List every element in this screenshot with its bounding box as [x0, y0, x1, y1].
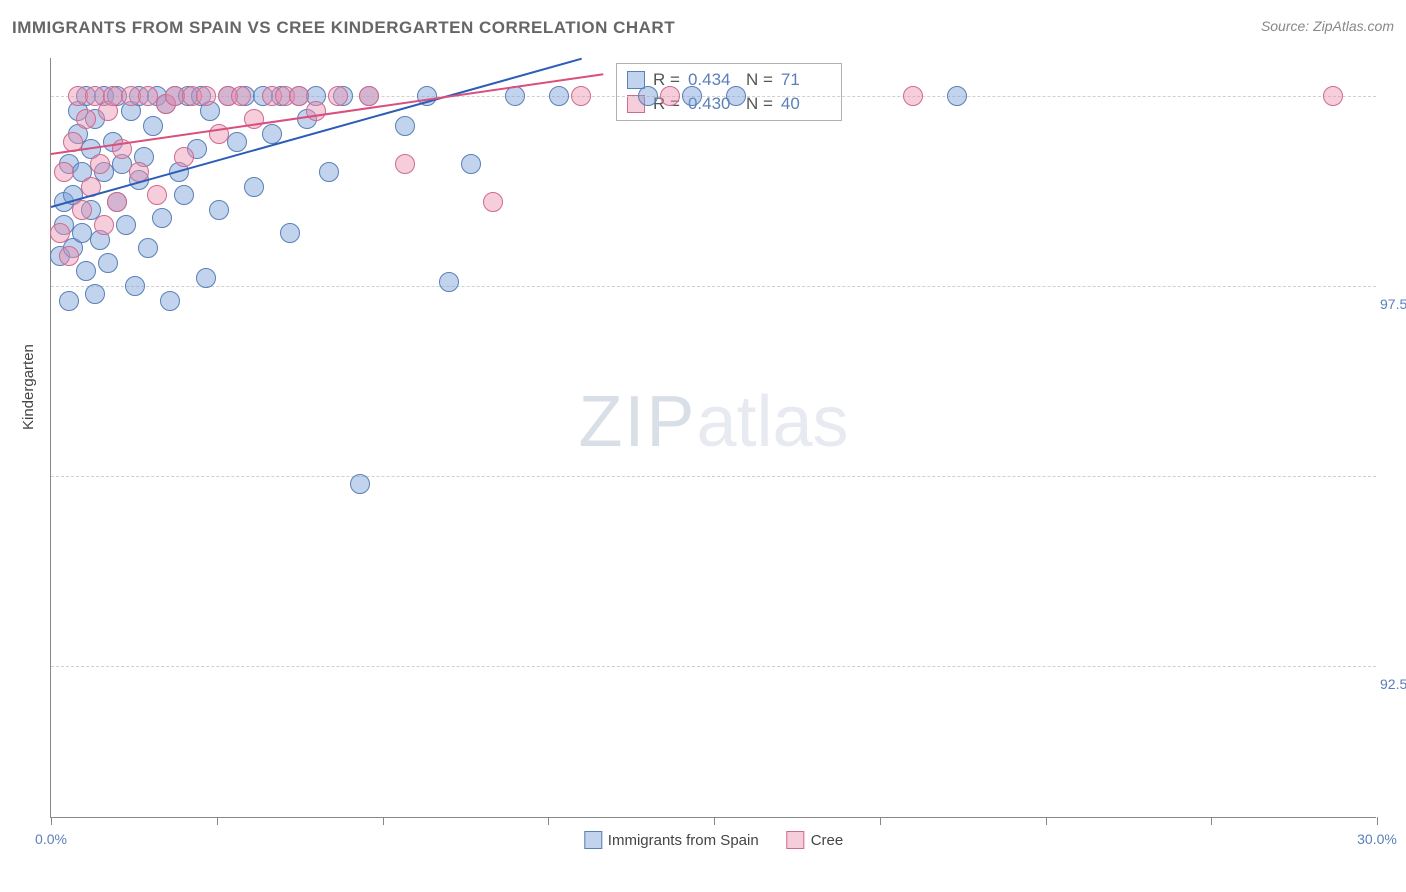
scatter-point-series1 — [196, 268, 216, 288]
scatter-point-series1 — [549, 86, 569, 106]
watermark-zip: ZIP — [578, 382, 696, 462]
trendline-series1 — [51, 58, 582, 208]
scatter-point-series1 — [439, 272, 459, 292]
scatter-point-series2 — [50, 223, 70, 243]
x-tick — [1211, 817, 1212, 825]
scatter-point-series2 — [903, 86, 923, 106]
scatter-point-series1 — [143, 116, 163, 136]
scatter-point-series2 — [59, 246, 79, 266]
legend-bottom: Immigrants from Spain Cree — [584, 831, 843, 849]
x-tick — [383, 817, 384, 825]
legend-swatch-icon — [787, 831, 805, 849]
scatter-point-series1 — [947, 86, 967, 106]
scatter-point-series1 — [160, 291, 180, 311]
scatter-point-series1 — [726, 86, 746, 106]
stat-n-value: 40 — [781, 94, 831, 114]
watermark: ZIPatlas — [578, 381, 848, 463]
scatter-point-series1 — [350, 474, 370, 494]
scatter-point-series2 — [147, 185, 167, 205]
scatter-point-series1 — [319, 162, 339, 182]
scatter-point-series2 — [395, 154, 415, 174]
scatter-point-series1 — [174, 185, 194, 205]
stat-n-value: 71 — [781, 70, 831, 90]
x-tick-label: 0.0% — [35, 831, 67, 847]
scatter-point-series2 — [72, 200, 92, 220]
x-tick — [217, 817, 218, 825]
scatter-point-series2 — [174, 147, 194, 167]
scatter-point-series2 — [90, 154, 110, 174]
chart-source: Source: ZipAtlas.com — [1261, 18, 1394, 34]
scatter-point-series1 — [227, 132, 247, 152]
plot-area: ZIPatlas R =0.434N =71R =0.430N =40 Immi… — [50, 58, 1376, 818]
scatter-point-series2 — [76, 109, 96, 129]
scatter-point-series1 — [116, 215, 136, 235]
scatter-point-series1 — [505, 86, 525, 106]
scatter-point-series1 — [395, 116, 415, 136]
stat-n-label: N = — [746, 70, 773, 90]
scatter-point-series1 — [152, 208, 172, 228]
x-tick — [880, 817, 881, 825]
scatter-point-series2 — [359, 86, 379, 106]
chart-header: IMMIGRANTS FROM SPAIN VS CREE KINDERGART… — [12, 18, 1394, 48]
x-tick — [714, 817, 715, 825]
scatter-point-series1 — [125, 276, 145, 296]
x-tick-label: 30.0% — [1357, 831, 1397, 847]
scatter-point-series2 — [660, 86, 680, 106]
scatter-point-series1 — [280, 223, 300, 243]
legend-label: Immigrants from Spain — [608, 832, 759, 849]
scatter-point-series2 — [196, 86, 216, 106]
scatter-point-series2 — [231, 86, 251, 106]
scatter-point-series1 — [244, 177, 264, 197]
scatter-point-series1 — [76, 261, 96, 281]
scatter-point-series1 — [59, 291, 79, 311]
gridline-h — [51, 476, 1376, 477]
x-tick — [1377, 817, 1378, 825]
scatter-point-series2 — [306, 101, 326, 121]
legend-item: Cree — [787, 831, 844, 849]
scatter-point-series1 — [209, 200, 229, 220]
gridline-h — [51, 666, 1376, 667]
stat-n-label: N = — [746, 94, 773, 114]
x-tick — [1046, 817, 1047, 825]
x-tick — [548, 817, 549, 825]
scatter-point-series1 — [638, 86, 658, 106]
scatter-point-series1 — [98, 253, 118, 273]
watermark-atlas: atlas — [696, 382, 848, 462]
legend-swatch-icon — [584, 831, 602, 849]
x-tick — [51, 817, 52, 825]
scatter-point-series2 — [328, 86, 348, 106]
scatter-point-series1 — [682, 86, 702, 106]
scatter-point-series1 — [85, 284, 105, 304]
y-tick-label: 92.5% — [1380, 676, 1406, 692]
scatter-point-series2 — [107, 192, 127, 212]
scatter-point-series2 — [1323, 86, 1343, 106]
legend-item: Immigrants from Spain — [584, 831, 759, 849]
scatter-point-series2 — [483, 192, 503, 212]
scatter-point-series2 — [571, 86, 591, 106]
scatter-point-series1 — [461, 154, 481, 174]
scatter-point-series2 — [54, 162, 74, 182]
y-tick-label: 97.5% — [1380, 296, 1406, 312]
gridline-h — [51, 286, 1376, 287]
scatter-point-series1 — [138, 238, 158, 258]
scatter-point-series2 — [94, 215, 114, 235]
chart-title: IMMIGRANTS FROM SPAIN VS CREE KINDERGART… — [12, 18, 675, 37]
scatter-point-series2 — [289, 86, 309, 106]
legend-label: Cree — [811, 832, 844, 849]
y-axis-label: Kindergarten — [20, 344, 37, 430]
